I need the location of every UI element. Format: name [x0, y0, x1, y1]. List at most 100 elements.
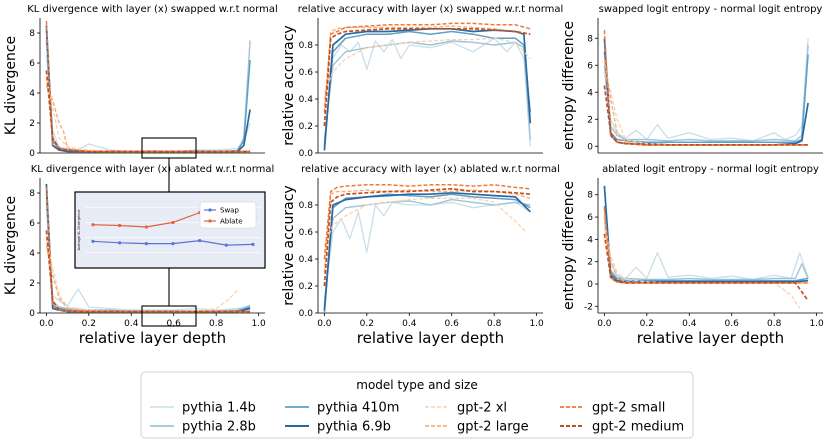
series-line-pythia-2-8b [603, 216, 809, 281]
y-tick-label: 0.0 [299, 149, 314, 159]
panel-acc-ablate: relative accuracy with layer (x) ablated… [281, 164, 560, 347]
legend-label-pythia-2-8b: pythia 2.8b [182, 420, 256, 435]
y-tick-label: 8 [587, 191, 593, 201]
series-line-pythia-1-4b [45, 207, 251, 311]
y-tick-label: 0.0 [299, 309, 314, 319]
y-tick-label: 0.4 [299, 255, 314, 265]
legend-label-gpt-2-small: gpt-2 small [592, 401, 665, 416]
series-line-gpt-2-xl [323, 197, 527, 246]
series-line-gpt-2-medium [323, 187, 531, 287]
panels-group: KL divergence with layer (x) swapped w.r… [3, 4, 824, 347]
x-tick-label: 0.8 [767, 319, 782, 329]
x-tick-label: 1.0 [529, 319, 544, 329]
y-tick-label: 4 [587, 88, 593, 98]
series-line-pythia-2-8b [603, 44, 809, 142]
y-tick-label: 4 [29, 89, 35, 99]
legend-label-gpt-2-large: gpt-2 large [457, 420, 529, 435]
series-line-pythia-6-9b [45, 25, 251, 153]
x-tick-label: 0.2 [640, 319, 654, 329]
series-line-gpt-2-xl [45, 77, 251, 153]
panel-kl-ablate: KL divergence with layer (x) ablated w.r… [3, 164, 274, 347]
x-tick-label: 1.0 [809, 319, 824, 329]
inset-marker-swap [144, 242, 148, 246]
series-line-gpt-2-large [603, 58, 809, 146]
series-group [603, 185, 809, 309]
inset-marker-swap [251, 242, 255, 246]
y-axis-label: KL divergence [3, 196, 19, 295]
series-line-pythia-1-4b [603, 222, 809, 281]
series-line-pythia-1-4b [323, 37, 531, 147]
zoom-box-top [141, 137, 197, 159]
series-line-gpt-2-xl [603, 71, 809, 146]
x-tick-label: 0.2 [360, 319, 374, 329]
y-tick-label: 6 [587, 213, 593, 223]
series-line-pythia-410m [603, 205, 809, 282]
panel-title: KL divergence with layer (x) ablated w.r… [31, 164, 275, 175]
series-line-gpt-2-medium [603, 233, 809, 302]
series-line-pythia-2-8b [323, 198, 531, 307]
x-tick-label: 0.0 [39, 319, 54, 329]
y-tick-label: 6 [29, 59, 35, 69]
y-tick-label: 0.6 [299, 68, 314, 78]
y-tick-label: 0.4 [299, 95, 314, 105]
x-tick-label: 0.6 [167, 319, 182, 329]
inset-legend-ablate-label: Ablate [220, 218, 243, 226]
panel-title: KL divergence with layer (x) swapped w.r… [27, 4, 278, 15]
y-tick-label: 8 [587, 34, 593, 44]
x-tick-label: 1.0 [251, 319, 266, 329]
series-line-gpt-2-small [603, 30, 809, 146]
series-line-gpt-2-large [603, 216, 809, 284]
panel-acc-swap: relative accuracy with layer (x) swapped… [281, 4, 563, 159]
panel-title: swapped logit entropy - normal logit ent… [599, 4, 823, 15]
y-tick-label: 2 [587, 258, 593, 268]
inset-marker-swap [224, 243, 228, 247]
x-axis-label: relative layer depth [357, 329, 504, 347]
series-line-gpt-2-xl [45, 237, 238, 313]
series-group [45, 20, 251, 153]
series-line-gpt-2-xl [323, 37, 531, 93]
y-tick-label: 2 [29, 119, 35, 129]
series-line-gpt-2-small [603, 208, 809, 284]
y-tick-label: 0.6 [299, 228, 314, 238]
panel-title: relative accuracy with layer (x) ablated… [301, 164, 560, 175]
inset-marker-swap [198, 238, 202, 243]
y-tick-label: 4 [29, 249, 35, 259]
series-line-pythia-1-4b [603, 38, 809, 142]
panel-ent-swap: swapped logit entropy - normal logit ent… [561, 4, 823, 154]
x-tick-label: 0.4 [402, 319, 417, 329]
inset-marker-ablate [91, 223, 95, 227]
y-tick-label: 8 [29, 189, 35, 199]
y-tick-label: 0 [587, 142, 593, 152]
y-tick-label: 6 [587, 61, 593, 71]
x-axis-label: relative layer depth [79, 329, 226, 347]
x-tick-label: 0.0 [597, 319, 612, 329]
x-tick-label: 0.6 [725, 319, 740, 329]
inset-legend-swap-marker [208, 208, 212, 212]
inset-y-label: Average KL Divergence [77, 210, 81, 251]
y-tick-label: -2 [584, 302, 593, 312]
legend-label-gpt-2-xl: gpt-2 xl [457, 401, 507, 416]
legend-label-pythia-410m: pythia 410m [317, 401, 399, 416]
panel-ent-ablate: ablated logit entropy - normal logit ent… [561, 164, 824, 347]
panel-title: relative accuracy with layer (x) swapped… [298, 4, 564, 15]
inset-marker-ablate [171, 220, 175, 225]
y-axis-label: relative accuracy [281, 25, 297, 145]
series-line-pythia-1-4b [45, 55, 251, 153]
inset-marker-swap [171, 242, 175, 246]
y-tick-label: 2 [587, 115, 593, 125]
series-line-pythia-2-8b [323, 40, 531, 140]
y-tick-label: 0.2 [299, 282, 313, 292]
x-tick-label: 0.2 [82, 319, 96, 329]
series-line-pythia-410m [323, 30, 532, 147]
series-group [323, 184, 531, 314]
x-tick-label: 0.8 [209, 319, 224, 329]
x-axis-label: relative layer depth [637, 329, 784, 347]
panel-kl-swap: KL divergence with layer (x) swapped w.r… [3, 4, 278, 159]
y-tick-label: 4 [587, 235, 593, 245]
series-line-gpt-2-large [45, 85, 251, 153]
series-line-gpt-2-small [323, 22, 531, 113]
series-group [45, 183, 251, 313]
y-axis-label: entropy difference [561, 181, 577, 310]
inset-marker-swap [118, 241, 122, 245]
